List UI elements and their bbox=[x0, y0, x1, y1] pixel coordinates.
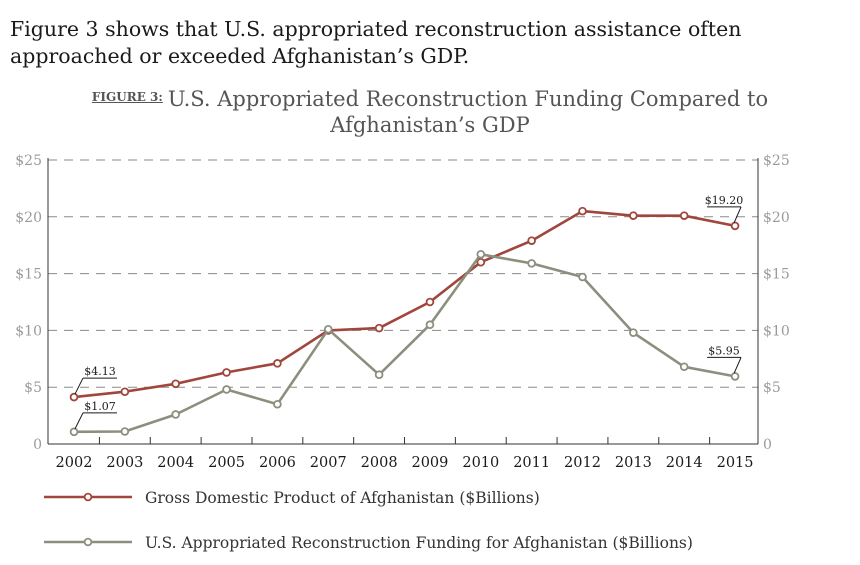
x-tick-label: 2009 bbox=[411, 455, 448, 471]
x-tick-label: 2011 bbox=[513, 455, 550, 471]
data-point-0 bbox=[69, 392, 79, 402]
y-tick-label-left: $25 bbox=[15, 153, 42, 169]
legend-label-1: U.S. Appropriated Reconstruction Funding… bbox=[145, 534, 693, 552]
y-tick-label-left: 0 bbox=[33, 437, 42, 453]
data-label: $5.95 bbox=[708, 344, 740, 357]
data-point-0 bbox=[273, 359, 282, 368]
y-tick-label-left: $10 bbox=[15, 323, 42, 339]
y-tick-label-right: $20 bbox=[763, 210, 790, 226]
data-point-0 bbox=[578, 206, 587, 216]
x-tick-label: 2008 bbox=[361, 455, 398, 471]
intro-paragraph: Figure 3 shows that U.S. appropriated re… bbox=[10, 17, 742, 68]
data-point-1 bbox=[476, 249, 486, 259]
x-tick-label: 2003 bbox=[106, 455, 143, 471]
data-point-1 bbox=[578, 272, 587, 282]
data-point-1 bbox=[273, 399, 282, 409]
x-tick-label: 2006 bbox=[259, 455, 296, 471]
series-line-1 bbox=[73, 253, 736, 434]
data-label: $4.13 bbox=[84, 365, 116, 378]
data-point-1 bbox=[527, 259, 536, 268]
data-label-leader bbox=[733, 206, 742, 224]
x-tick-label: 2007 bbox=[310, 455, 347, 471]
data-point-1 bbox=[730, 372, 740, 381]
x-tick-label: 2005 bbox=[208, 455, 245, 471]
legend-label-0: Gross Domestic Product of Afghanistan ($… bbox=[145, 489, 540, 507]
data-label-leader bbox=[733, 357, 742, 374]
y-tick-label-right: 0 bbox=[763, 437, 772, 453]
figure-title-line-2: Afghanistan’s GDP bbox=[330, 113, 530, 137]
data-point-1 bbox=[69, 427, 79, 437]
data-label-leader bbox=[74, 412, 84, 430]
x-tick-label: 2015 bbox=[717, 455, 754, 471]
data-point-0 bbox=[730, 221, 740, 231]
figure-title-text-1: U.S. Appropriated Reconstruction Funding… bbox=[167, 87, 769, 111]
data-point-0 bbox=[476, 257, 486, 267]
legend-marker-1 bbox=[83, 537, 93, 547]
data-point-0 bbox=[120, 387, 130, 397]
data-point-1 bbox=[323, 324, 333, 334]
data-point-1 bbox=[679, 362, 689, 372]
data-point-1 bbox=[629, 328, 638, 337]
data-label-leader bbox=[74, 377, 84, 395]
x-tick-label: 2002 bbox=[56, 455, 93, 471]
y-tick-label-left: $20 bbox=[15, 210, 42, 226]
x-tick-label: 2010 bbox=[462, 455, 499, 471]
data-point-0 bbox=[171, 379, 181, 389]
data-point-0 bbox=[629, 211, 638, 220]
x-tick-label: 2004 bbox=[157, 455, 194, 471]
data-point-0 bbox=[527, 236, 536, 245]
y-tick-label-left: $15 bbox=[15, 267, 42, 283]
y-tick-label-right: $25 bbox=[763, 153, 790, 169]
data-point-0 bbox=[425, 297, 435, 307]
data-label: $1.07 bbox=[84, 400, 116, 413]
data-point-1 bbox=[171, 410, 181, 419]
data-point-0 bbox=[679, 211, 689, 220]
data-point-1 bbox=[374, 370, 384, 380]
x-tick-label: 2013 bbox=[615, 455, 652, 471]
x-tick-label: 2014 bbox=[666, 455, 703, 471]
data-point-1 bbox=[222, 385, 231, 394]
y-tick-label-left: $5 bbox=[24, 380, 42, 396]
x-tick-label: 2012 bbox=[564, 455, 601, 471]
series-line-0 bbox=[73, 209, 736, 399]
legend-marker-0 bbox=[83, 492, 93, 502]
figure-title: FIGURE 3: U.S. Appropriated Reconstructio… bbox=[0, 84, 860, 138]
figure-label: FIGURE 3: bbox=[91, 90, 163, 104]
data-label: $19.20 bbox=[705, 194, 744, 207]
data-point-1 bbox=[120, 427, 130, 436]
data-point-0 bbox=[374, 323, 384, 333]
y-tick-label-right: $15 bbox=[763, 267, 790, 283]
y-tick-label-right: $10 bbox=[763, 323, 790, 339]
y-tick-label-right: $5 bbox=[763, 380, 781, 396]
figure-title-line-1: FIGURE 3: U.S. Appropriated Reconstructio… bbox=[0, 84, 860, 112]
data-point-1 bbox=[425, 320, 435, 330]
data-point-0 bbox=[222, 368, 231, 377]
